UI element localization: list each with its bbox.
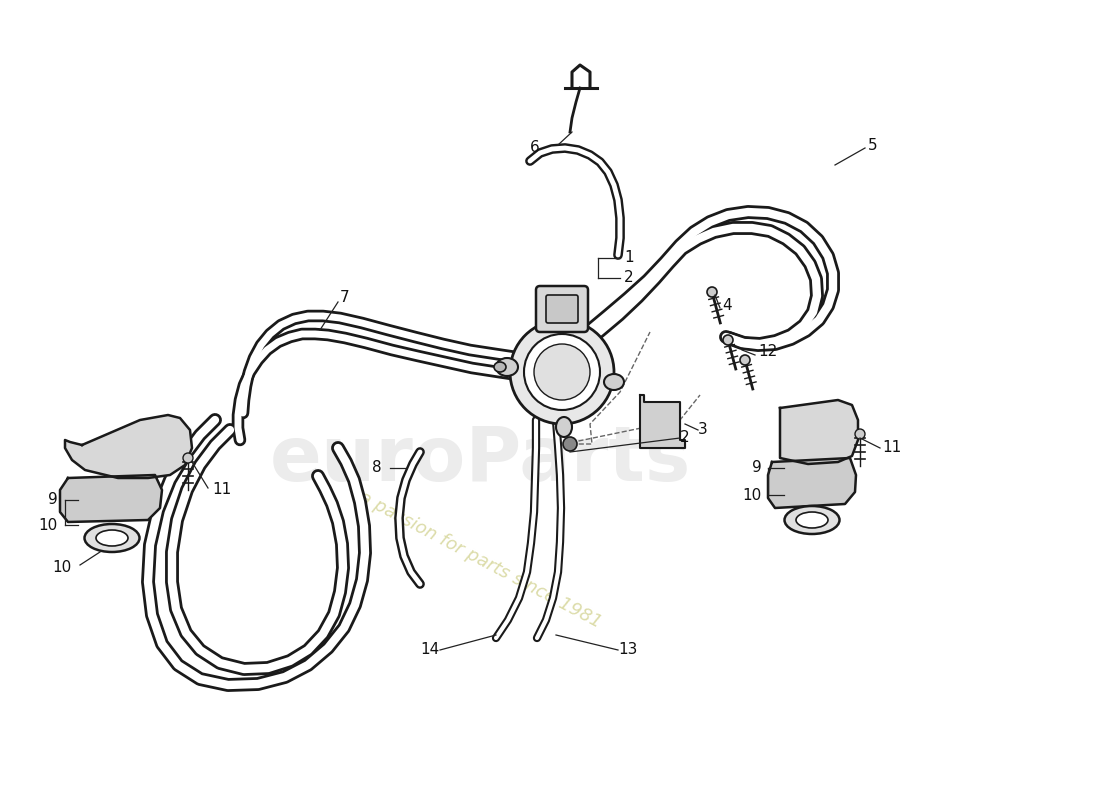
FancyBboxPatch shape bbox=[546, 295, 578, 323]
Polygon shape bbox=[768, 458, 856, 508]
Ellipse shape bbox=[496, 358, 518, 376]
Polygon shape bbox=[65, 415, 192, 478]
Text: 12: 12 bbox=[758, 345, 778, 359]
Ellipse shape bbox=[96, 530, 128, 546]
Text: 10: 10 bbox=[39, 518, 58, 533]
Text: 4: 4 bbox=[722, 298, 732, 313]
Text: 10: 10 bbox=[53, 561, 72, 575]
Polygon shape bbox=[780, 400, 858, 464]
Ellipse shape bbox=[784, 506, 839, 534]
Circle shape bbox=[183, 453, 192, 463]
Circle shape bbox=[855, 429, 865, 439]
Text: a passion for parts since 1981: a passion for parts since 1981 bbox=[355, 488, 604, 632]
Ellipse shape bbox=[556, 417, 572, 437]
Ellipse shape bbox=[796, 512, 828, 528]
Text: 14: 14 bbox=[420, 642, 440, 658]
Text: 2: 2 bbox=[624, 270, 634, 286]
Ellipse shape bbox=[494, 362, 506, 372]
Text: 10: 10 bbox=[742, 487, 762, 502]
Text: 9: 9 bbox=[752, 461, 762, 475]
Text: 1: 1 bbox=[624, 250, 634, 266]
Text: 5: 5 bbox=[868, 138, 878, 153]
Polygon shape bbox=[640, 395, 685, 448]
Polygon shape bbox=[60, 475, 162, 522]
Circle shape bbox=[524, 334, 600, 410]
Circle shape bbox=[510, 320, 614, 424]
Ellipse shape bbox=[85, 524, 140, 552]
Circle shape bbox=[563, 437, 578, 451]
Circle shape bbox=[723, 335, 733, 345]
Text: 11: 11 bbox=[882, 441, 901, 455]
Text: 11: 11 bbox=[212, 482, 231, 498]
Text: 6: 6 bbox=[530, 141, 540, 155]
Circle shape bbox=[534, 344, 590, 400]
Ellipse shape bbox=[604, 374, 624, 390]
Text: euroParts: euroParts bbox=[270, 423, 691, 497]
Text: 8: 8 bbox=[373, 461, 382, 475]
Text: 2: 2 bbox=[680, 430, 690, 446]
Circle shape bbox=[740, 355, 750, 365]
Text: 9: 9 bbox=[48, 493, 58, 507]
Text: 13: 13 bbox=[618, 642, 637, 658]
Circle shape bbox=[707, 287, 717, 297]
FancyBboxPatch shape bbox=[536, 286, 588, 332]
Text: 7: 7 bbox=[340, 290, 350, 306]
Text: 3: 3 bbox=[698, 422, 707, 438]
